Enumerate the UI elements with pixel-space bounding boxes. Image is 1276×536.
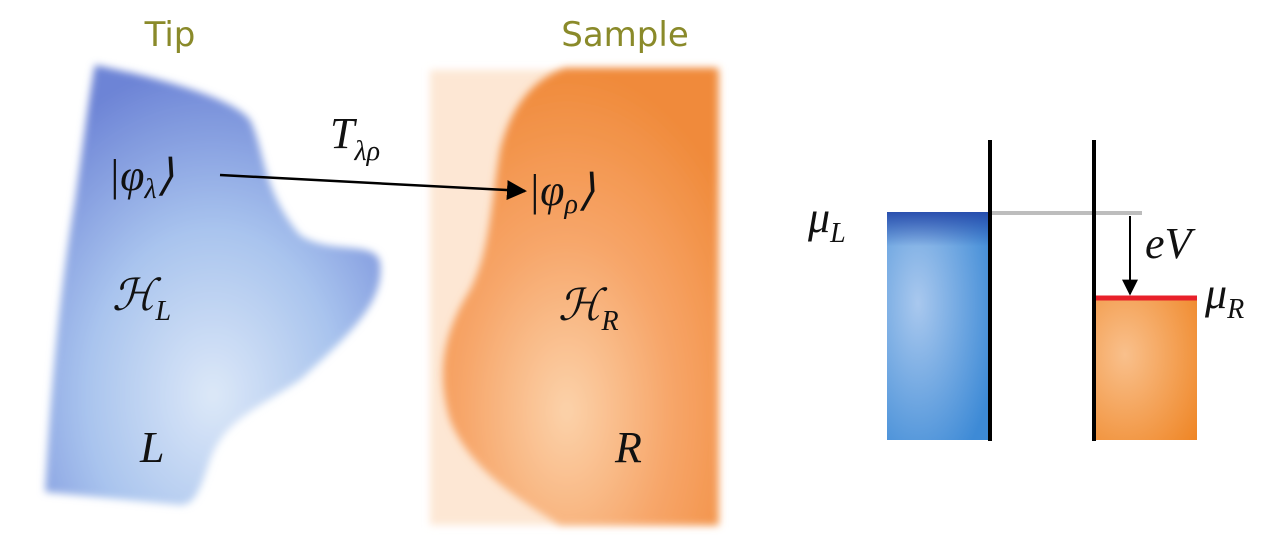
label-part: |φ: [528, 166, 564, 215]
tunneling-label: Tλρ: [330, 109, 380, 167]
label-part: L: [829, 218, 846, 249]
tip-title: Tip: [144, 15, 196, 55]
mu-left: μL: [807, 193, 846, 249]
label-part: λ: [143, 174, 156, 205]
label-part: ρ: [563, 189, 577, 220]
label-part: L: [154, 296, 171, 327]
tip-state: |φλ⟩: [108, 151, 174, 205]
label-part: λρ: [353, 136, 380, 167]
label-part: μ: [807, 193, 830, 242]
sample-title: Sample: [561, 15, 688, 55]
mu-right: μR: [1204, 269, 1244, 325]
label-part: R: [600, 306, 618, 337]
right-band: [1094, 298, 1197, 440]
diagram: Tip Sample |φλ⟩ |φρ⟩ Tλρ ℋL ℋR L R μL eV…: [0, 0, 1276, 536]
sample-region-label: R: [614, 423, 642, 472]
label-part: ⟩: [157, 151, 174, 200]
tip-region-label: L: [139, 423, 164, 472]
label-part: μ: [1204, 269, 1227, 318]
label-part: |φ: [108, 151, 144, 200]
label-part: R: [1226, 294, 1244, 325]
bias-label: eV: [1145, 219, 1197, 268]
sample-state: |φρ⟩: [528, 166, 595, 220]
left-band-shade: [887, 212, 990, 440]
label-part: ⟩: [578, 166, 595, 215]
